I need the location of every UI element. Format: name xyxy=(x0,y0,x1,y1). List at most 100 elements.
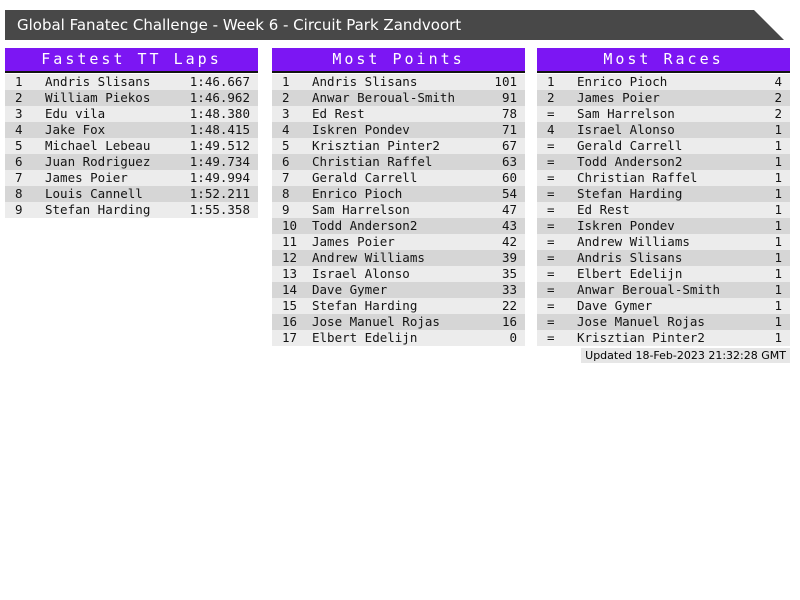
driver-name-cell: James Poier xyxy=(577,90,660,105)
table-row: 3 Edu vila 1:48.380 xyxy=(5,106,258,122)
value-cell: 91 xyxy=(501,90,517,105)
rank-cell: = xyxy=(547,202,555,217)
table-row: 1 Andris Slisans 101 xyxy=(272,74,525,90)
rank-cell: 14 xyxy=(282,282,298,297)
value-cell: 1 xyxy=(774,138,782,153)
rank-cell: 4 xyxy=(547,122,555,137)
table-row: 17 Elbert Edelijn 0 xyxy=(272,330,525,346)
driver-name-cell: Louis Cannell xyxy=(45,186,143,201)
value-cell: 101 xyxy=(494,74,517,89)
value-cell: 0 xyxy=(509,330,517,345)
value-cell: 22 xyxy=(501,298,517,313)
table-row: 4 Iskren Pondev 71 xyxy=(272,122,525,138)
board-most-races: Most Races 1 Enrico Pioch 4 2 James Poier 2 = S… xyxy=(537,48,790,346)
value-cell: 16 xyxy=(501,314,517,329)
value-cell: 1 xyxy=(774,170,782,185)
value-cell: 1 xyxy=(774,202,782,217)
rank-cell: 2 xyxy=(282,90,290,105)
driver-name-cell: Iskren Pondev xyxy=(577,218,675,233)
table-row: = Anwar Beroual-Smith 1 xyxy=(537,282,790,298)
table-row: 5 Krisztian Pinter2 67 xyxy=(272,138,525,154)
rank-cell: = xyxy=(547,218,555,233)
driver-name-cell: Michael Lebeau xyxy=(45,138,151,153)
value-cell: 1:55.358 xyxy=(189,202,250,217)
table-row: 6 Juan Rodriguez 1:49.734 xyxy=(5,154,258,170)
value-cell: 1:48.415 xyxy=(189,122,250,137)
table-row: 2 James Poier 2 xyxy=(537,90,790,106)
value-cell: 1 xyxy=(774,218,782,233)
title-bar: Global Fanatec Challenge - Week 6 - Circ… xyxy=(5,10,784,40)
value-cell: 63 xyxy=(501,154,517,169)
driver-name-cell: Andrew Williams xyxy=(577,234,690,249)
value-cell: 42 xyxy=(501,234,517,249)
rank-cell: = xyxy=(547,330,555,345)
driver-name-cell: James Poier xyxy=(312,234,395,249)
value-cell: 1:46.962 xyxy=(189,90,250,105)
table-row: 4 Jake Fox 1:48.415 xyxy=(5,122,258,138)
table-row: = Iskren Pondev 1 xyxy=(537,218,790,234)
rank-cell: 6 xyxy=(15,154,23,169)
driver-name-cell: Todd Anderson2 xyxy=(312,218,418,233)
value-cell: 1 xyxy=(774,298,782,313)
driver-name-cell: Dave Gymer xyxy=(577,298,653,313)
driver-name-cell: Enrico Pioch xyxy=(312,186,403,201)
table-row: 4 Israel Alonso 1 xyxy=(537,122,790,138)
driver-name-cell: Ed Rest xyxy=(312,106,365,121)
value-cell: 67 xyxy=(501,138,517,153)
rank-cell: 2 xyxy=(15,90,23,105)
rank-cell: = xyxy=(547,186,555,201)
driver-name-cell: Jake Fox xyxy=(45,122,106,137)
table-row: 16 Jose Manuel Rojas 16 xyxy=(272,314,525,330)
rank-cell: 9 xyxy=(282,202,290,217)
rank-cell: 2 xyxy=(547,90,555,105)
driver-name-cell: Andris Slisans xyxy=(45,74,151,89)
value-cell: 43 xyxy=(501,218,517,233)
rank-cell: 1 xyxy=(282,74,290,89)
table-row: 10 Todd Anderson2 43 xyxy=(272,218,525,234)
rank-cell: 15 xyxy=(282,298,298,313)
rank-cell: 16 xyxy=(282,314,298,329)
value-cell: 1:52.211 xyxy=(189,186,250,201)
rank-cell: = xyxy=(547,282,555,297)
table-row: 13 Israel Alonso 35 xyxy=(272,266,525,282)
board-title-most-points: Most Points xyxy=(272,48,525,73)
table-row: = Stefan Harding 1 xyxy=(537,186,790,202)
driver-name-cell: Anwar Beroual-Smith xyxy=(577,282,720,297)
board-rows: 1 Andris Slisans 1:46.667 2 William Piekos 1:… xyxy=(5,74,258,218)
driver-name-cell: Elbert Edelijn xyxy=(577,266,683,281)
table-row: 12 Andrew Williams 39 xyxy=(272,250,525,266)
value-cell: 1 xyxy=(774,234,782,249)
driver-name-cell: Iskren Pondev xyxy=(312,122,410,137)
table-row: 2 Anwar Beroual-Smith 91 xyxy=(272,90,525,106)
table-row: 7 James Poier 1:49.994 xyxy=(5,170,258,186)
rank-cell: 10 xyxy=(282,218,298,233)
table-row: 14 Dave Gymer 33 xyxy=(272,282,525,298)
board-rows: 1 Andris Slisans 101 2 Anwar Beroual-Smith 91… xyxy=(272,74,525,346)
value-cell: 33 xyxy=(501,282,517,297)
board-title-fastest-tt-laps: Fastest TT Laps xyxy=(5,48,258,73)
board-most-points: Most Points 1 Andris Slisans 101 2 Anwar Ber… xyxy=(272,48,525,346)
table-row: = Sam Harrelson 2 xyxy=(537,106,790,122)
driver-name-cell: Andris Slisans xyxy=(312,74,418,89)
value-cell: 1 xyxy=(774,154,782,169)
rank-cell: = xyxy=(547,154,555,169)
driver-name-cell: Israel Alonso xyxy=(312,266,410,281)
table-row: = Elbert Edelijn 1 xyxy=(537,266,790,282)
table-row: = Dave Gymer 1 xyxy=(537,298,790,314)
title-bar-text: Global Fanatec Challenge - Week 6 - Circ… xyxy=(17,16,462,34)
value-cell: 1:49.734 xyxy=(189,154,250,169)
value-cell: 47 xyxy=(501,202,517,217)
table-row: 9 Sam Harrelson 47 xyxy=(272,202,525,218)
driver-name-cell: Stefan Harding xyxy=(45,202,151,217)
driver-name-cell: Todd Anderson2 xyxy=(577,154,683,169)
rank-cell: 1 xyxy=(15,74,23,89)
table-row: 8 Enrico Pioch 54 xyxy=(272,186,525,202)
table-row: 9 Stefan Harding 1:55.358 xyxy=(5,202,258,218)
driver-name-cell: William Piekos xyxy=(45,90,151,105)
table-row: 11 James Poier 42 xyxy=(272,234,525,250)
table-row: = Andrew Williams 1 xyxy=(537,234,790,250)
driver-name-cell: Israel Alonso xyxy=(577,122,675,137)
value-cell: 2 xyxy=(774,106,782,121)
driver-name-cell: Jose Manuel Rojas xyxy=(577,314,705,329)
leaderboards: Fastest TT Laps 1 Andris Slisans 1:46.667 2… xyxy=(0,48,800,348)
